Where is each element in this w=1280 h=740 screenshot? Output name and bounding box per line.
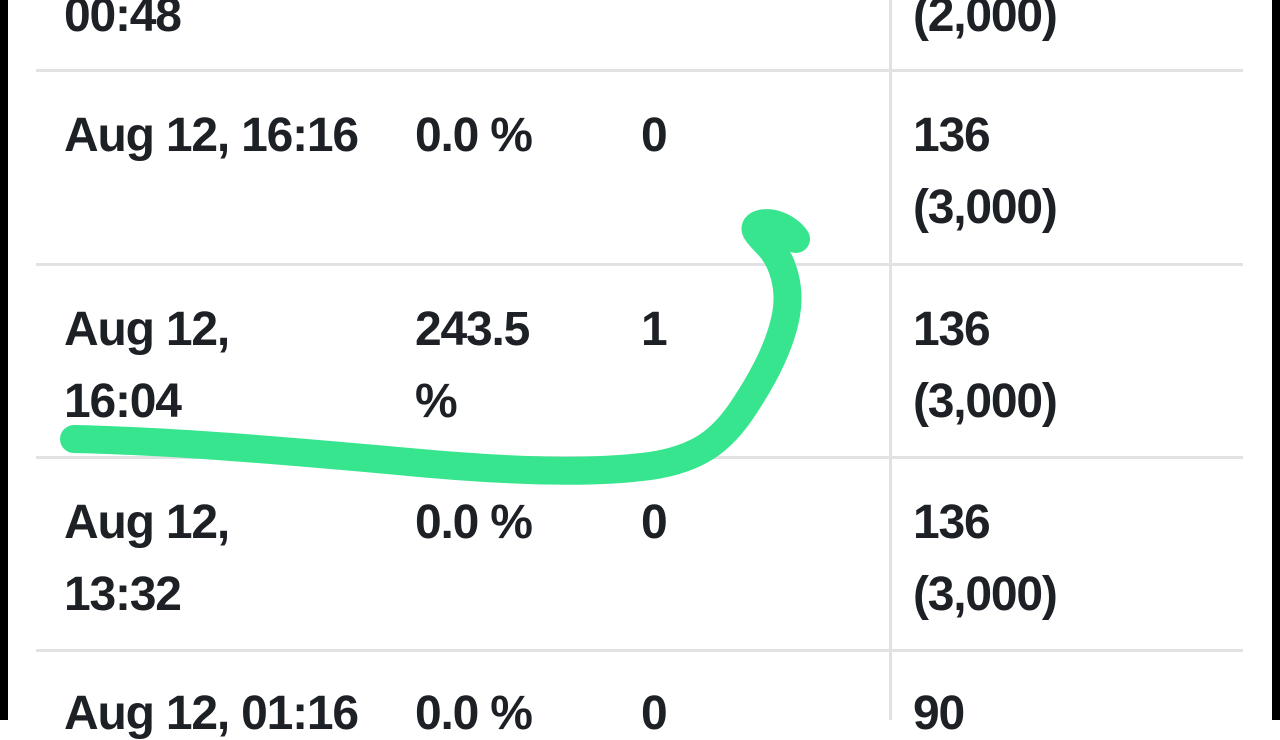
count-value: 1 xyxy=(641,303,668,356)
percent-line1: 0.0 % xyxy=(415,496,533,549)
column-divider xyxy=(889,0,892,720)
table-row[interactable]: 00:48 (2,000) xyxy=(36,0,1243,69)
table-row[interactable]: Aug 12, 01:16 0.0 % 0 90 xyxy=(36,649,1243,739)
percent-line1: 0.0 % xyxy=(415,109,533,162)
percent-line2: % xyxy=(415,375,458,428)
date-line2: 00:48 xyxy=(64,0,182,42)
count-value: 0 xyxy=(641,496,668,549)
table-row[interactable]: Aug 12, 13:32 0.0 % 0 136 (3,000) xyxy=(36,456,1243,649)
total-line1: 136 xyxy=(913,496,991,549)
percent-line1: 0.0 % xyxy=(415,687,533,740)
table-row[interactable]: Aug 12, 16:16 0.0 % 0 136 (3,000) xyxy=(36,69,1243,263)
date-line1: Aug 12, xyxy=(64,496,230,549)
count-value: 0 xyxy=(641,687,668,740)
row-divider xyxy=(36,69,1243,72)
total-line2: (3,000) xyxy=(913,375,1058,428)
total-line1: 136 xyxy=(913,109,991,162)
percent-line1: 243.5 xyxy=(415,303,530,356)
date-line2: 16:04 xyxy=(64,375,182,428)
total-line2: (3,000) xyxy=(913,568,1058,621)
row-divider xyxy=(36,649,1243,652)
table-row-highlighted[interactable]: Aug 12, 16:04 243.5 % 1 136 (3,000) xyxy=(36,263,1243,456)
total-line1: 90 xyxy=(913,687,965,740)
letterbox-bar-right xyxy=(1272,0,1280,720)
total-line1: 136 xyxy=(913,303,991,356)
total-line2: (3,000) xyxy=(913,181,1058,234)
date-line1: Aug 12, 01:16 xyxy=(64,687,359,740)
letterbox-bar-left xyxy=(0,0,8,720)
total-line2: (2,000) xyxy=(913,0,1058,42)
date-line2: 13:32 xyxy=(64,568,182,621)
date-line1: Aug 12, xyxy=(64,303,230,356)
date-line1: Aug 12, 16:16 xyxy=(64,109,359,162)
count-value: 0 xyxy=(641,109,668,162)
